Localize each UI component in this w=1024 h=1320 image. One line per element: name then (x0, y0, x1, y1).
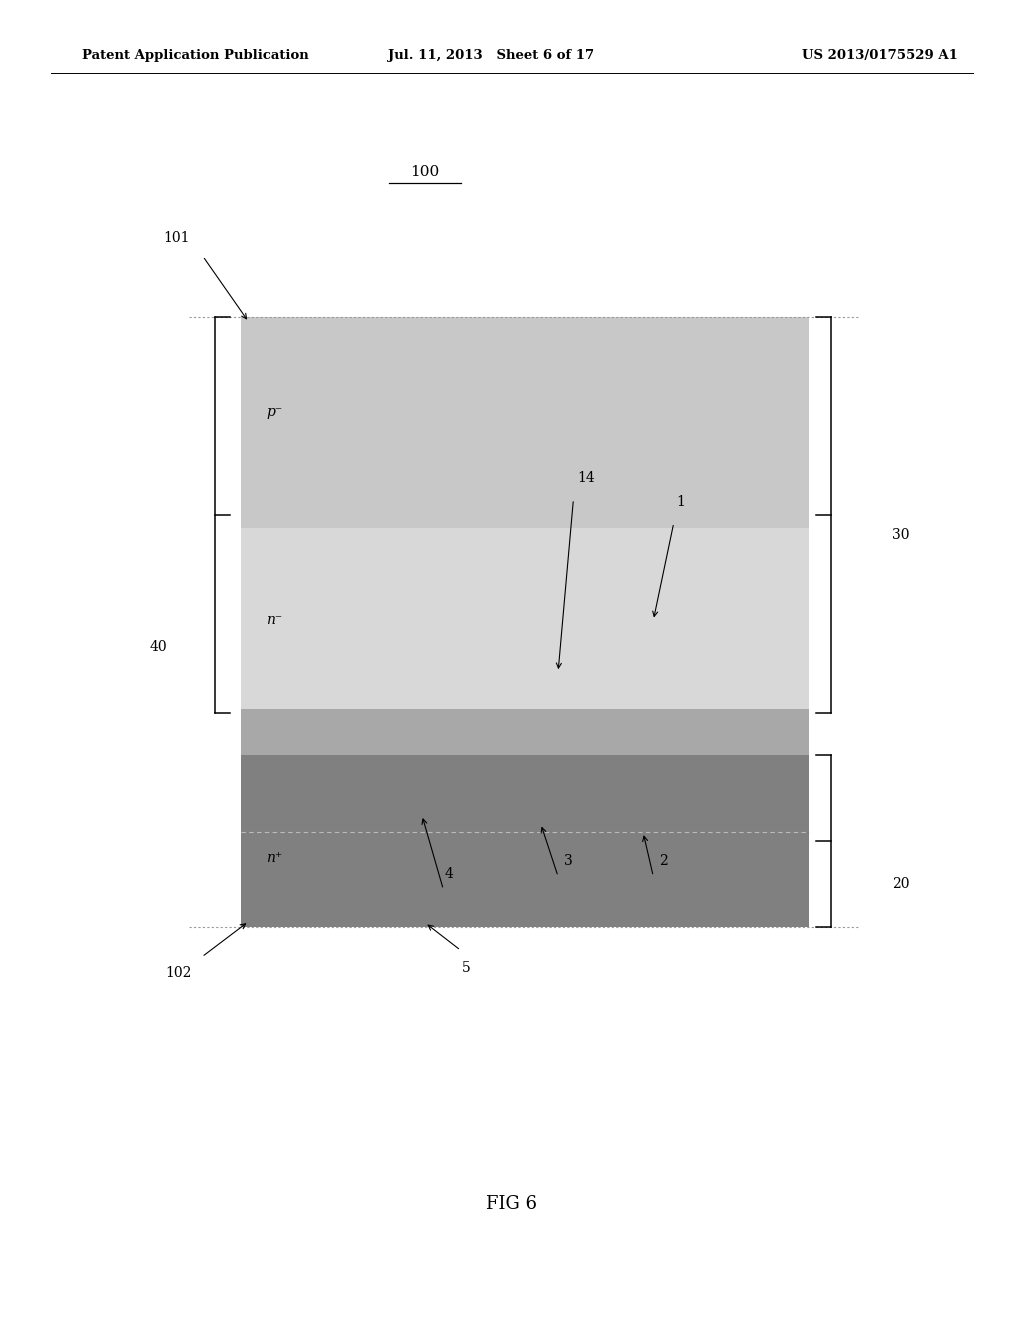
Text: Jul. 11, 2013   Sheet 6 of 17: Jul. 11, 2013 Sheet 6 of 17 (388, 49, 595, 62)
Text: 3: 3 (564, 854, 572, 867)
Text: 1: 1 (677, 495, 685, 508)
Text: FIG 6: FIG 6 (486, 1195, 538, 1213)
Text: 4: 4 (444, 867, 453, 880)
Bar (241, 709, 809, 755)
Bar (241, 317, 809, 528)
Text: 2: 2 (659, 854, 668, 867)
Text: n⁻: n⁻ (266, 614, 283, 627)
Text: 101: 101 (163, 231, 189, 244)
Text: 5: 5 (462, 961, 470, 974)
Text: Patent Application Publication: Patent Application Publication (82, 49, 308, 62)
Text: US 2013/0175529 A1: US 2013/0175529 A1 (802, 49, 957, 62)
Text: 100: 100 (411, 165, 439, 178)
Text: 20: 20 (892, 878, 910, 891)
Text: p⁻: p⁻ (266, 405, 283, 418)
Text: 30: 30 (892, 528, 910, 541)
Text: 102: 102 (165, 966, 191, 979)
Text: n⁺: n⁺ (266, 851, 283, 865)
Text: 40: 40 (150, 640, 168, 653)
Bar (241, 528, 809, 713)
Bar (241, 755, 809, 927)
Text: 14: 14 (577, 471, 595, 484)
